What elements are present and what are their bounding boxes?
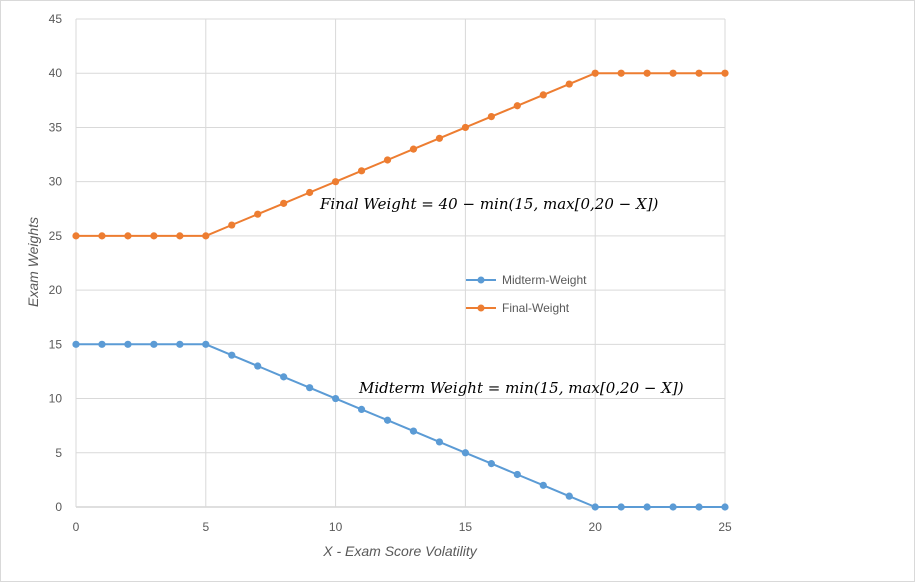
x-tick-label: 10: [329, 520, 343, 534]
y-tick-label: 5: [55, 446, 62, 460]
data-point-final-weight: [357, 167, 366, 175]
data-point-midterm-weight: [150, 340, 158, 348]
data-point-midterm-weight: [591, 503, 599, 511]
data-point-final-weight: [565, 80, 573, 88]
legend-marker-midterm: [477, 276, 485, 284]
y-tick-label: 15: [49, 337, 63, 351]
x-tick-label: 0: [73, 520, 80, 534]
x-axis-ticks: 0 5 10 15 20 25: [73, 520, 732, 534]
data-point-midterm-weight: [513, 470, 521, 479]
data-point-final-weight: [202, 232, 210, 240]
data-point-final-weight: [409, 145, 418, 153]
gridlines: [75, 18, 726, 508]
y-tick-label: 40: [49, 66, 63, 80]
x-tick-label: 5: [202, 520, 209, 534]
y-axis-title: Exam Weights: [25, 217, 41, 307]
data-point-final-weight: [176, 232, 184, 240]
data-point-final-weight: [383, 156, 392, 164]
data-point-midterm-weight: [435, 438, 444, 446]
data-point-final-weight: [461, 123, 469, 132]
data-point-final-weight: [539, 91, 547, 99]
data-point-midterm-weight: [669, 503, 677, 511]
midterm-weight-formula: Midterm Weight = min(15, max[0,20 − X]): [358, 379, 684, 397]
data-point-midterm-weight: [617, 503, 625, 511]
y-tick-label: 0: [55, 500, 62, 514]
data-point-midterm-weight: [98, 340, 106, 348]
data-point-midterm-weight: [539, 481, 547, 489]
series-line-midterm-weight: [76, 343, 725, 508]
y-tick-label: 30: [49, 175, 63, 189]
data-point-final-weight: [513, 102, 521, 110]
y-tick-label: 20: [49, 283, 63, 297]
y-axis-ticks: 0 5 10 15 20 25 30 35 40 45: [49, 12, 63, 514]
data-point-final-weight: [591, 69, 599, 77]
data-point-final-weight: [643, 69, 651, 77]
data-point-final-weight: [617, 69, 625, 77]
data-point-midterm-weight: [124, 340, 132, 348]
data-point-midterm-weight: [332, 394, 340, 403]
data-point-final-weight: [72, 232, 80, 240]
data-point-final-weight: [306, 188, 314, 197]
data-point-final-weight: [150, 232, 158, 240]
x-tick-label: 20: [589, 520, 603, 534]
data-point-final-weight: [669, 69, 677, 77]
series-group: [72, 69, 729, 511]
data-point-final-weight: [487, 113, 495, 121]
y-tick-label: 10: [49, 392, 63, 406]
data-point-midterm-weight: [357, 405, 366, 413]
x-tick-label: 15: [459, 520, 473, 534]
data-point-midterm-weight: [721, 503, 729, 511]
data-point-midterm-weight: [72, 340, 80, 348]
data-point-midterm-weight: [280, 373, 288, 381]
data-point-final-weight: [228, 221, 236, 229]
data-point-midterm-weight: [695, 503, 703, 511]
data-point-midterm-weight: [176, 340, 184, 348]
x-axis-title: X - Exam Score Volatility: [322, 543, 478, 559]
data-point-midterm-weight: [643, 503, 651, 511]
final-weight-formula: Final Weight = 40 − min(15, max[0,20 − X…: [319, 195, 658, 213]
data-point-midterm-weight: [409, 427, 418, 435]
legend-label-midterm: Midterm-Weight: [502, 273, 587, 287]
data-point-final-weight: [332, 178, 340, 186]
data-point-final-weight: [254, 210, 262, 218]
data-point-midterm-weight: [228, 351, 236, 359]
x-tick-label: 25: [718, 520, 732, 534]
legend-label-final: Final-Weight: [502, 301, 570, 315]
data-point-final-weight: [280, 199, 288, 207]
data-point-midterm-weight: [461, 449, 469, 457]
data-point-final-weight: [721, 69, 729, 77]
data-point-midterm-weight: [306, 384, 314, 392]
data-point-final-weight: [124, 232, 132, 240]
series-line-final-weight: [76, 72, 725, 237]
data-point-final-weight: [98, 232, 106, 240]
data-point-final-weight: [435, 134, 444, 142]
y-tick-label: 35: [49, 120, 63, 134]
data-point-midterm-weight: [565, 492, 573, 500]
data-point-final-weight: [695, 69, 703, 77]
data-point-midterm-weight: [383, 416, 392, 424]
data-point-midterm-weight: [202, 340, 210, 348]
y-tick-label: 25: [49, 229, 63, 243]
y-tick-label: 45: [49, 12, 63, 26]
legend: Midterm-Weight Final-Weight: [466, 273, 587, 315]
data-point-midterm-weight: [487, 460, 495, 468]
legend-marker-final: [477, 304, 485, 312]
data-point-midterm-weight: [254, 362, 262, 370]
